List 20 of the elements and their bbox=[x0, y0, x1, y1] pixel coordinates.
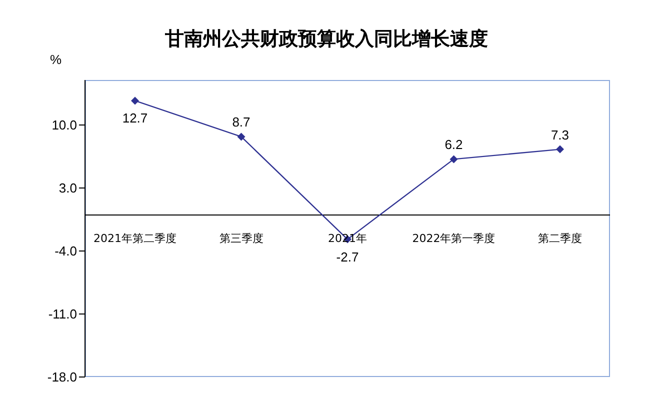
chart-title: 甘南州公共财政预算收入同比增长速度 bbox=[164, 27, 489, 52]
point bbox=[237, 132, 246, 141]
y-tick-label: 10.0 bbox=[52, 118, 77, 133]
y-tick-label: 3.0 bbox=[58, 180, 77, 196]
point bbox=[131, 96, 139, 105]
data-label: 7.3 bbox=[550, 127, 570, 142]
data-label: -2.7 bbox=[336, 249, 359, 264]
x-tick-label: 2021年第二季度 bbox=[94, 232, 176, 245]
point bbox=[450, 155, 458, 164]
x-tick-label: 2022年第一季度 bbox=[412, 232, 496, 245]
data-label: 12.7 bbox=[122, 110, 148, 126]
point bbox=[556, 145, 564, 154]
y-tick-label: -18.0 bbox=[47, 370, 77, 385]
x-tick-label: 第三季度 bbox=[219, 232, 264, 245]
data-label: 8.7 bbox=[232, 114, 250, 130]
x-tick-label: 第二季度 bbox=[538, 232, 582, 245]
y-tick-label: -11.0 bbox=[48, 306, 77, 322]
y-axis-title: % bbox=[50, 52, 62, 67]
y-tick-label: -4.0 bbox=[54, 244, 77, 259]
data-label: 6.2 bbox=[444, 137, 463, 152]
